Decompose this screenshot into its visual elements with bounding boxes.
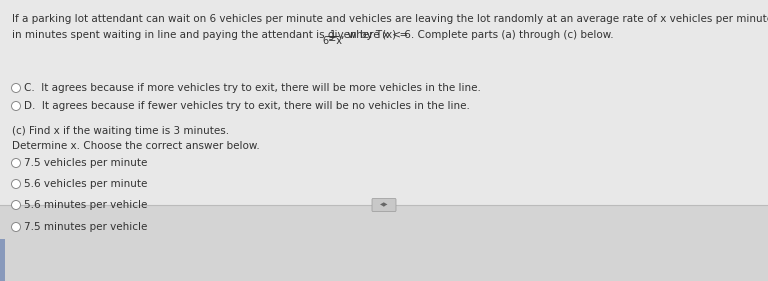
- Circle shape: [12, 101, 21, 110]
- Text: 5.6 minutes per vehicle: 5.6 minutes per vehicle: [24, 200, 147, 210]
- Text: D.  It agrees because if fewer vehicles try to exit, there will be no vehicles i: D. It agrees because if fewer vehicles t…: [24, 101, 470, 111]
- FancyBboxPatch shape: [372, 198, 396, 212]
- Text: 1: 1: [329, 30, 336, 40]
- Text: 6−x: 6−x: [323, 36, 343, 46]
- Text: in minutes spent waiting in line and paying the attendant is given by T(x) =: in minutes spent waiting in line and pay…: [12, 30, 412, 40]
- Bar: [0, 0, 768, 205]
- Text: 7.5 minutes per vehicle: 7.5 minutes per vehicle: [24, 222, 147, 232]
- Bar: [0, 239, 5, 281]
- Circle shape: [12, 223, 21, 232]
- Text: If a parking lot attendant can wait on 6 vehicles per minute and vehicles are le: If a parking lot attendant can wait on 6…: [12, 14, 768, 24]
- Text: Determine x. Choose the correct answer below.: Determine x. Choose the correct answer b…: [12, 141, 260, 151]
- Text: C.  It agrees because if more vehicles try to exit, there will be more vehicles : C. It agrees because if more vehicles tr…: [24, 83, 481, 93]
- Text: ◀▶: ◀▶: [379, 203, 389, 207]
- Circle shape: [12, 158, 21, 167]
- Text: 5.6 vehicles per minute: 5.6 vehicles per minute: [24, 179, 147, 189]
- Bar: [0, 205, 768, 281]
- Circle shape: [12, 201, 21, 210]
- Text: (c) Find x if the waiting time is 3 minutes.: (c) Find x if the waiting time is 3 minu…: [12, 126, 229, 136]
- Text: , where x < 6. Complete parts (a) through (c) below.: , where x < 6. Complete parts (a) throug…: [341, 30, 614, 40]
- Circle shape: [12, 180, 21, 189]
- Circle shape: [12, 83, 21, 92]
- Text: 7.5 vehicles per minute: 7.5 vehicles per minute: [24, 158, 147, 168]
